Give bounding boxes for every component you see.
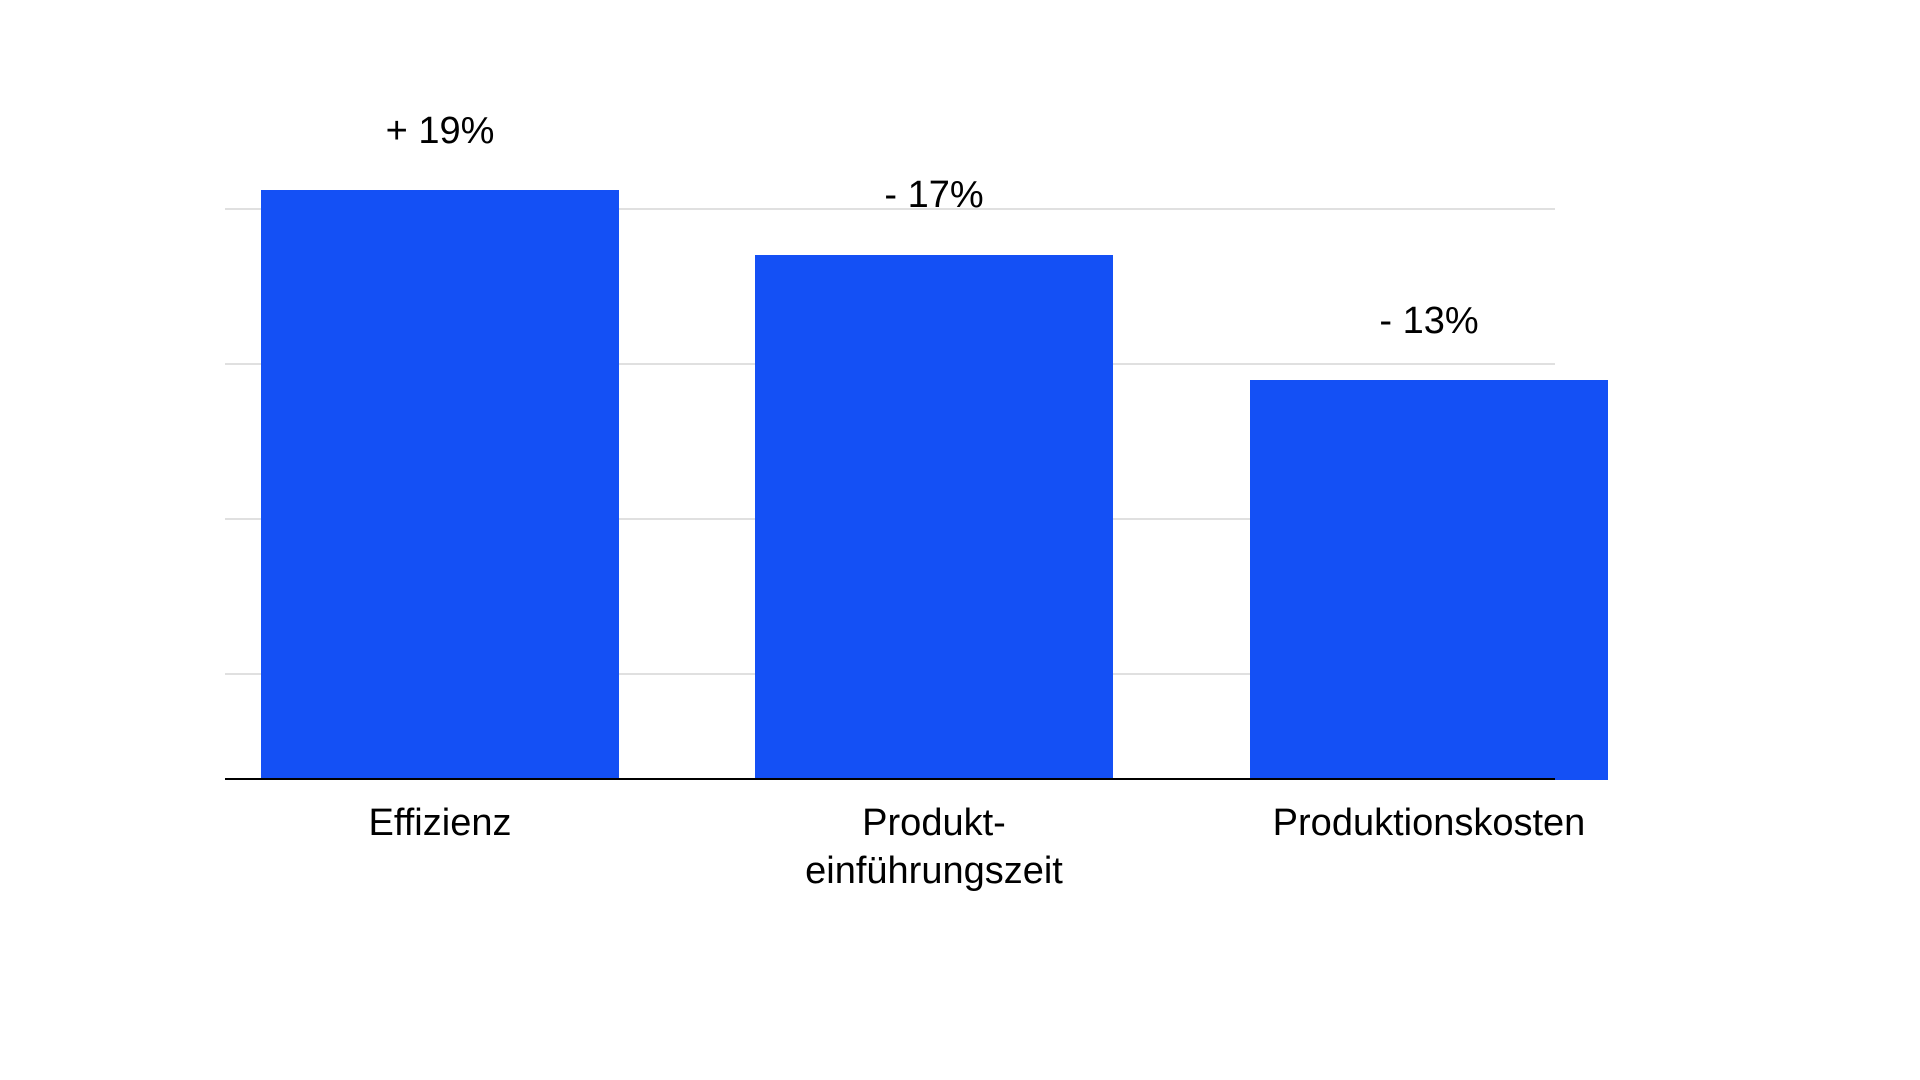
- x-axis-label: Produkt-einführungszeit: [805, 800, 1063, 895]
- bar-value-label: - 13%: [1379, 300, 1478, 343]
- bar-value-label: + 19%: [386, 110, 495, 153]
- bar-produkteinfuehrungszeit: [755, 255, 1113, 780]
- x-axis: [225, 778, 1555, 780]
- bar-chart: + 19% - 17% - 13% Effizienz Produkt-einf…: [225, 160, 1555, 900]
- plot-area: + 19% - 17% - 13%: [225, 160, 1555, 780]
- bar-produktionskosten: [1250, 380, 1608, 780]
- bar-effizienz: [261, 190, 619, 780]
- x-axis-label: Effizienz: [369, 800, 512, 848]
- bar-value-label: - 17%: [884, 174, 983, 217]
- x-axis-label: Produktionskosten: [1273, 800, 1586, 848]
